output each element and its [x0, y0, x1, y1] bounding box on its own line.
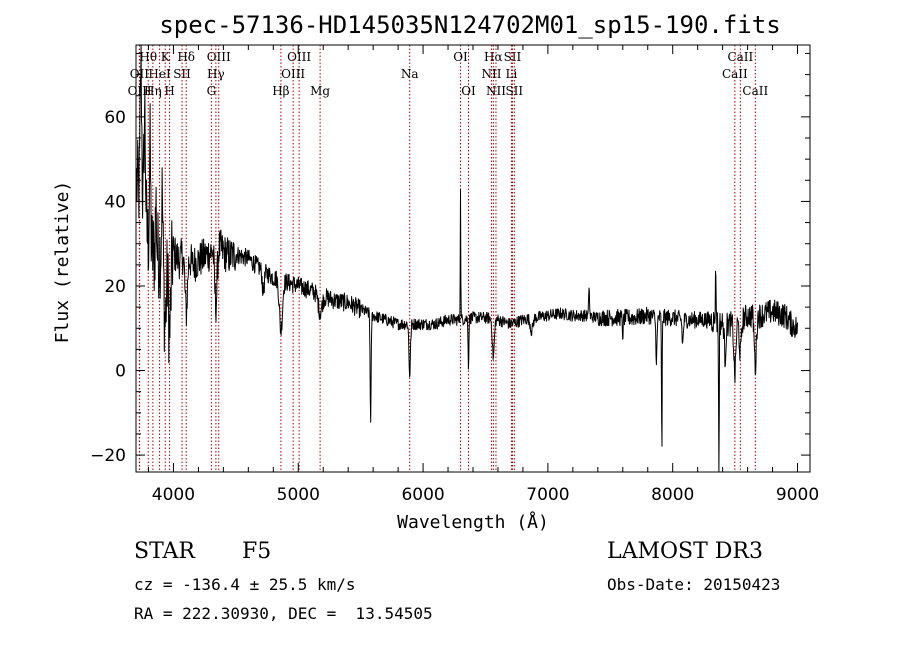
y-tick-label: −20 — [90, 446, 126, 466]
spectral-line-label: Li — [506, 67, 518, 81]
spectral-line-label: SII — [173, 67, 191, 81]
obs-date: Obs-Date: 20150423 — [607, 575, 781, 594]
spectral-line-label: Mg — [310, 84, 330, 98]
spectral-line-label: SII — [505, 84, 523, 98]
x-tick-label: 9000 — [776, 485, 819, 505]
x-tick-label: 6000 — [401, 485, 444, 505]
spectral-line-label: Hδ — [177, 50, 195, 64]
spectral-line-label: OIII — [287, 50, 311, 64]
y-tick-label: 0 — [115, 362, 126, 382]
spectral-line-label: NII — [486, 84, 506, 98]
subclass: F5 — [242, 539, 272, 564]
spectral-line-label: Hθ — [139, 50, 157, 64]
spectral-line-label: OIII — [207, 50, 231, 64]
spectral-line-label: Na — [401, 67, 419, 81]
spectral-line-label: Hα — [484, 50, 503, 64]
y-tick-label: 20 — [104, 277, 126, 297]
spectral-line-label: CaII — [742, 84, 768, 98]
spectrum-layer — [136, 44, 798, 473]
coordinates: RA = 222.30930, DEC = 13.54505 — [134, 604, 433, 623]
spectral-line-label: OI — [461, 84, 476, 98]
spectral-line-label: Hβ — [272, 84, 289, 98]
y-axis-label: Flux (relative) — [52, 181, 73, 344]
y-tick-label: 60 — [104, 108, 126, 128]
x-tick-label: 8000 — [651, 485, 694, 505]
x-axis: 4000 5000 6000 7000 8000 9000 — [147, 45, 819, 505]
spectral-line-label: HeI — [148, 67, 171, 81]
spectral-line-label: CaII — [727, 50, 753, 64]
survey-name: LAMOST DR3 — [607, 539, 763, 564]
spectral-line-label: Hγ — [207, 67, 225, 81]
spectral-line-label: K — [161, 50, 171, 64]
spectral-line-label: CaII — [722, 67, 748, 81]
chart-title: spec-57136-HD145035N124702M01_sp15-190.f… — [159, 11, 780, 39]
spectral-line-label: G — [207, 84, 217, 98]
object-class: STAR — [134, 539, 195, 564]
spectral-line-label: Hη — [144, 84, 162, 98]
x-tick-label: 5000 — [277, 485, 320, 505]
spectrum-flux-line — [136, 44, 798, 473]
spectral-line-label: H — [164, 84, 174, 98]
x-axis-label: Wavelength (Å) — [397, 511, 549, 533]
spectral-line-label: NII — [481, 67, 501, 81]
spectral-line-label: OI — [453, 50, 468, 64]
x-tick-label: 4000 — [152, 485, 195, 505]
x-tick-label: 7000 — [526, 485, 569, 505]
y-axis: −20 0 20 40 60 — [90, 52, 810, 466]
spectral-line-label: SII — [504, 50, 522, 64]
y-tick-label: 40 — [104, 192, 126, 212]
spectral-line-label: OIII — [281, 67, 305, 81]
redshift-value: cz = -136.4 ± 25.5 km/s — [134, 575, 356, 594]
